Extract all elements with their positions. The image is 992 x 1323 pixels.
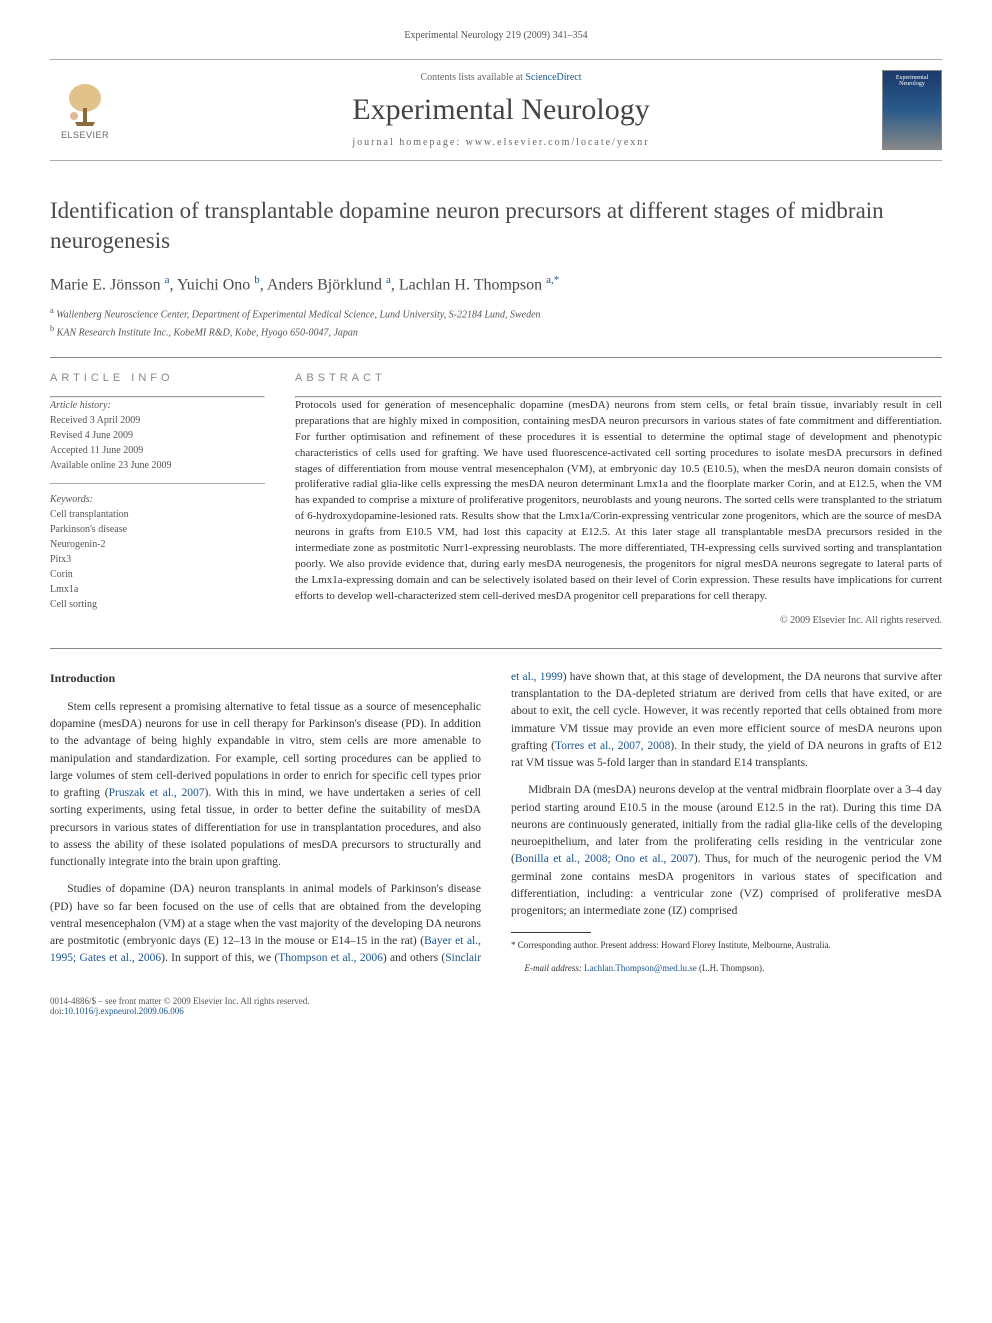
publisher-name: ELSEVIER — [50, 130, 120, 140]
journal-homepage: journal homepage: www.elsevier.com/locat… — [120, 137, 882, 148]
author: Yuichi Ono — [177, 276, 254, 293]
body-text: ). With this in mind, we have undertaken… — [50, 787, 481, 868]
keyword: Lmx1a — [50, 582, 265, 597]
contents-line: Contents lists available at ScienceDirec… — [120, 72, 882, 83]
doi-link[interactable]: 10.1016/j.expneurol.2009.06.006 — [64, 1006, 184, 1016]
affil-sup: b — [50, 324, 54, 333]
citation-link[interactable]: Torres et al., 2007, 2008 — [555, 740, 670, 752]
keyword: Cell transplantation — [50, 507, 265, 522]
corresponding-author-footnote: * Corresponding author. Present address:… — [511, 939, 942, 952]
author: Marie E. Jönsson — [50, 276, 165, 293]
keyword: Cell sorting — [50, 597, 265, 612]
history-item: Received 3 April 2009 — [50, 413, 265, 428]
author-list: Marie E. Jönsson a, Yuichi Ono b, Anders… — [50, 274, 942, 294]
history-item: Accepted 11 June 2009 — [50, 443, 265, 458]
contents-prefix: Contents lists available at — [420, 72, 525, 83]
abstract-text: Protocols used for generation of mesence… — [295, 398, 942, 605]
body-text: ) and others ( — [383, 952, 445, 964]
running-header: Experimental Neurology 219 (2009) 341–35… — [50, 30, 942, 41]
journal-header-center: Contents lists available at ScienceDirec… — [120, 72, 882, 148]
body-text: Stem cells represent a promising alterna… — [50, 701, 481, 799]
doi-prefix: doi: — [50, 1006, 64, 1016]
keyword: Parkinson's disease — [50, 522, 265, 537]
footer-copyright: 0014-4886/$ – see front matter © 2009 El… — [50, 996, 310, 1006]
abstract-column: ABSTRACT Protocols used for generation o… — [295, 372, 942, 626]
affiliation: a Wallenberg Neuroscience Center, Depart… — [50, 306, 942, 320]
email-link[interactable]: Lachlan.Thompson@med.lu.se — [584, 963, 697, 973]
history-heading: Article history: — [50, 398, 265, 413]
cover-title: ExperimentalNeurology — [883, 71, 941, 87]
citation-link[interactable]: Bonilla et al., 2008; Ono et al., 2007 — [515, 853, 694, 865]
page-footer: 0014-4886/$ – see front matter © 2009 El… — [50, 996, 942, 1016]
article-info-column: ARTICLE INFO Article history: Received 3… — [50, 372, 265, 626]
article-info-label: ARTICLE INFO — [50, 372, 265, 384]
citation-link[interactable]: Pruszak et al., 2007 — [109, 787, 205, 799]
citation-link[interactable]: Thompson et al., 2006 — [278, 952, 383, 964]
journal-header: ELSEVIER Contents lists available at Sci… — [50, 59, 942, 161]
history-item: Revised 4 June 2009 — [50, 428, 265, 443]
journal-cover-thumb: ExperimentalNeurology — [882, 70, 942, 150]
paragraph: Midbrain DA (mesDA) neurons develop at t… — [511, 782, 942, 920]
footnote-text: * Corresponding author. Present address:… — [511, 940, 831, 950]
history-item: Available online 23 June 2009 — [50, 458, 265, 473]
author-sep: , — [391, 276, 399, 293]
journal-title: Experimental Neurology — [120, 93, 882, 127]
affil-link-a-corr[interactable]: a,* — [546, 274, 559, 286]
affil-text: KAN Research Institute Inc., KobeMI R&D,… — [57, 328, 358, 339]
email-footnote: E-mail address: Lachlan.Thompson@med.lu.… — [511, 962, 942, 975]
affiliation: b KAN Research Institute Inc., KobeMI R&… — [50, 324, 942, 338]
keywords-heading: Keywords: — [50, 492, 265, 507]
divider — [50, 483, 265, 484]
article-history: Article history: Received 3 April 2009 R… — [50, 398, 265, 612]
homepage-url: www.elsevier.com/locate/yexnr — [466, 137, 650, 148]
body-text: Introduction Stem cells represent a prom… — [50, 669, 942, 976]
elsevier-tree-icon — [60, 80, 110, 130]
homepage-prefix: journal homepage: — [352, 137, 465, 148]
author: Anders Björklund — [267, 276, 386, 293]
footer-left: 0014-4886/$ – see front matter © 2009 El… — [50, 996, 310, 1016]
keyword: Neurogenin-2 — [50, 537, 265, 552]
affil-text: Wallenberg Neuroscience Center, Departme… — [56, 309, 540, 320]
author-sep: , — [170, 276, 177, 293]
sciencedirect-link[interactable]: ScienceDirect — [525, 72, 581, 83]
article-title: Identification of transplantable dopamin… — [50, 196, 942, 256]
email-name: (L.H. Thompson). — [697, 963, 765, 973]
divider — [50, 357, 942, 358]
info-abstract-row: ARTICLE INFO Article history: Received 3… — [50, 372, 942, 626]
footer-doi: doi:10.1016/j.expneurol.2009.06.006 — [50, 1006, 310, 1016]
email-label: E-mail address: — [525, 963, 585, 973]
author: Lachlan H. Thompson — [399, 276, 546, 293]
keyword: Corin — [50, 567, 265, 582]
keyword: Pitx3 — [50, 552, 265, 567]
publisher-logo: ELSEVIER — [50, 80, 120, 140]
affil-sup: a — [50, 306, 54, 315]
footnote-rule — [511, 932, 591, 933]
paragraph: Stem cells represent a promising alterna… — [50, 699, 481, 872]
body-text: ). In support of this, we ( — [161, 952, 278, 964]
author-sep: , — [260, 276, 267, 293]
section-heading-introduction: Introduction — [50, 669, 481, 687]
abstract-label: ABSTRACT — [295, 372, 942, 384]
divider — [50, 648, 942, 649]
copyright-line: © 2009 Elsevier Inc. All rights reserved… — [295, 615, 942, 626]
